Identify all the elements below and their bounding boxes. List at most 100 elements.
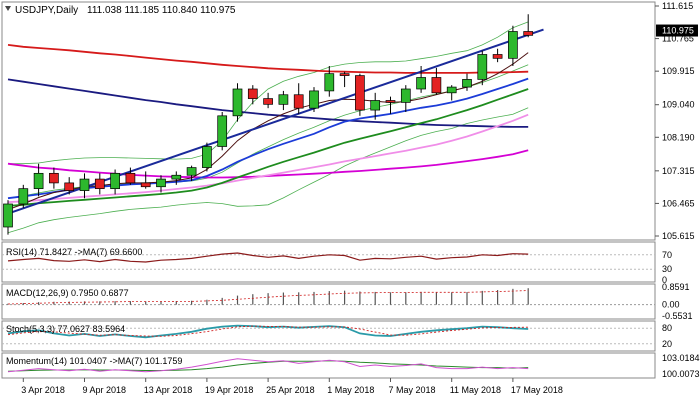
- price-axis: 111.615 110.765 109.915 109.040 108.190 107.3…: [655, 1, 698, 241]
- candle-body: [18, 188, 29, 205]
- candle-body: [247, 88, 258, 99]
- macd-tick-label: 0.8591: [662, 282, 690, 292]
- candle-body: [462, 79, 472, 88]
- rsi-panel: RSI(14) 71.8427 ->MA(7) 69.6600 70 300: [1, 241, 672, 285]
- macd-label: MACD(12,26,9) 0.7950 0.6877: [6, 288, 129, 298]
- momentum-label: Momentum(14) 101.0407 ->MA(7) 101.1759: [6, 356, 182, 366]
- candle-body: [232, 88, 243, 117]
- symbol-label: USDJPY,Daily: [15, 5, 78, 16]
- stochastic-tick-label: 80: [662, 323, 672, 333]
- price-tick-label: 105.615: [662, 231, 695, 241]
- moving-average-line: [7, 44, 529, 74]
- macd-histogram: [2, 288, 655, 306]
- candle-body: [309, 90, 319, 109]
- momentum-axis: 103.0184 100.0073: [662, 353, 700, 379]
- date-tick-label: 17 May 2018: [511, 385, 563, 395]
- macd-tick-label: -0.5531: [662, 311, 693, 321]
- macd-signal-line: [7, 290, 529, 305]
- candle-body: [79, 178, 90, 191]
- bollinger-upper-line: [8, 21, 529, 165]
- rsi-panel-frame: [1, 241, 656, 283]
- candle-body: [492, 54, 503, 59]
- macd-tick-label: 0.00: [662, 300, 680, 310]
- date-tick-label: 1 May 2018: [327, 385, 374, 395]
- macd-panel-frame: [1, 283, 656, 320]
- collapse-arrow-icon[interactable]: [5, 6, 11, 11]
- candle-body: [477, 54, 488, 80]
- momentum-line: [7, 358, 529, 373]
- candle-body: [33, 172, 44, 190]
- date-tick-label: 25 Apr 2018: [266, 385, 315, 395]
- date-tick-label: 9 Apr 2018: [83, 385, 127, 395]
- moving-averages: [7, 44, 529, 211]
- candle-body: [370, 100, 381, 111]
- moving-average-line: [7, 113, 529, 203]
- price-panel: USDJPY,Daily 111.038 111.185 110.840 110…: [1, 1, 698, 241]
- momentum-tick-label: 103.0184: [662, 353, 700, 363]
- stochastic-tick-label: 20: [662, 339, 672, 349]
- candle-body: [110, 172, 120, 190]
- ohlc-readout: 111.038 111.185 110.840 110.975: [87, 5, 236, 16]
- candle-body: [156, 178, 166, 188]
- candle-body: [263, 98, 273, 105]
- rsi-line: [7, 252, 529, 263]
- rsi-lines: [2, 252, 655, 270]
- momentum-lines: [7, 358, 529, 373]
- momentum-panel: Momentum(14) 101.0407 ->MA(7) 101.1759 1…: [1, 352, 700, 379]
- candle-body: [186, 167, 197, 176]
- last-price-box: [656, 24, 698, 37]
- date-tick-label: 3 Apr 2018: [21, 385, 65, 395]
- macd-axis: 0.8591 0.00-0.5531: [662, 282, 693, 321]
- stochastic-panel: Stoch(5,3,3) 77.0627 83.5964 80 20: [1, 320, 672, 352]
- stochastic-axis: 80 20: [662, 323, 672, 349]
- price-tick-label: 108.190: [662, 132, 695, 142]
- stochastic-k-line: [7, 324, 529, 339]
- macd-panel: MACD(12,26,9) 0.7950 0.6877 0.8591 0.00-0…: [1, 282, 693, 321]
- moving-average-line: [7, 52, 529, 211]
- momentum-tick-label: 100.0073: [662, 369, 700, 379]
- candle-body: [49, 172, 59, 184]
- rsi-tick-label: 0: [662, 275, 667, 285]
- date-tick-label: 7 May 2018: [389, 385, 436, 395]
- last-price-label: 110.975: [662, 26, 694, 36]
- price-tick-label: 107.315: [662, 166, 695, 176]
- stochastic-label: Stoch(5,3,3) 77.0627 83.5964: [6, 324, 125, 334]
- candle-body: [217, 115, 228, 147]
- date-axis: 3 Apr 2018 9 Apr 2018 13 Apr 2018 19 Apr 20…: [21, 378, 563, 395]
- candle-body: [400, 88, 411, 103]
- date-tick-label: 13 Apr 2018: [144, 385, 193, 395]
- rsi-axis: 70 300: [662, 250, 672, 285]
- candle-body: [416, 77, 426, 90]
- candle-body: [293, 94, 304, 109]
- rsi-tick-label: 70: [662, 250, 672, 260]
- candle-body: [94, 178, 105, 190]
- price-tick-label: 109.040: [662, 100, 695, 110]
- candle-body: [140, 182, 151, 188]
- candle-body: [202, 146, 212, 168]
- candle-body: [125, 172, 136, 184]
- candle-body: [508, 31, 518, 59]
- candle-body: [64, 182, 75, 191]
- date-tick-label: 11 May 2018: [450, 385, 501, 395]
- price-tick-label: 111.615: [662, 1, 693, 11]
- bollinger-lower-line: [7, 107, 529, 234]
- candle-body: [355, 75, 365, 111]
- candle-body: [171, 174, 182, 180]
- moving-average-line: [7, 77, 529, 200]
- date-tick-label: 19 Apr 2018: [205, 385, 254, 395]
- candle-body: [324, 73, 335, 92]
- candle-body: [339, 73, 350, 76]
- candle-body: [278, 94, 289, 105]
- candle-body: [446, 86, 457, 94]
- candle-body: [3, 203, 13, 228]
- momentum-panel-frame: [1, 352, 656, 379]
- candle-body: [385, 100, 396, 103]
- rsi-tick-label: 30: [662, 264, 672, 274]
- rsi-label: RSI(14) 71.8427 ->MA(7) 69.6600: [6, 247, 142, 257]
- moving-average-line: [7, 78, 529, 128]
- candlesticks: [3, 14, 534, 235]
- price-tick-label: 110.765: [662, 34, 694, 44]
- candle-body: [523, 31, 534, 36]
- price-tick-label: 106.465: [662, 198, 695, 208]
